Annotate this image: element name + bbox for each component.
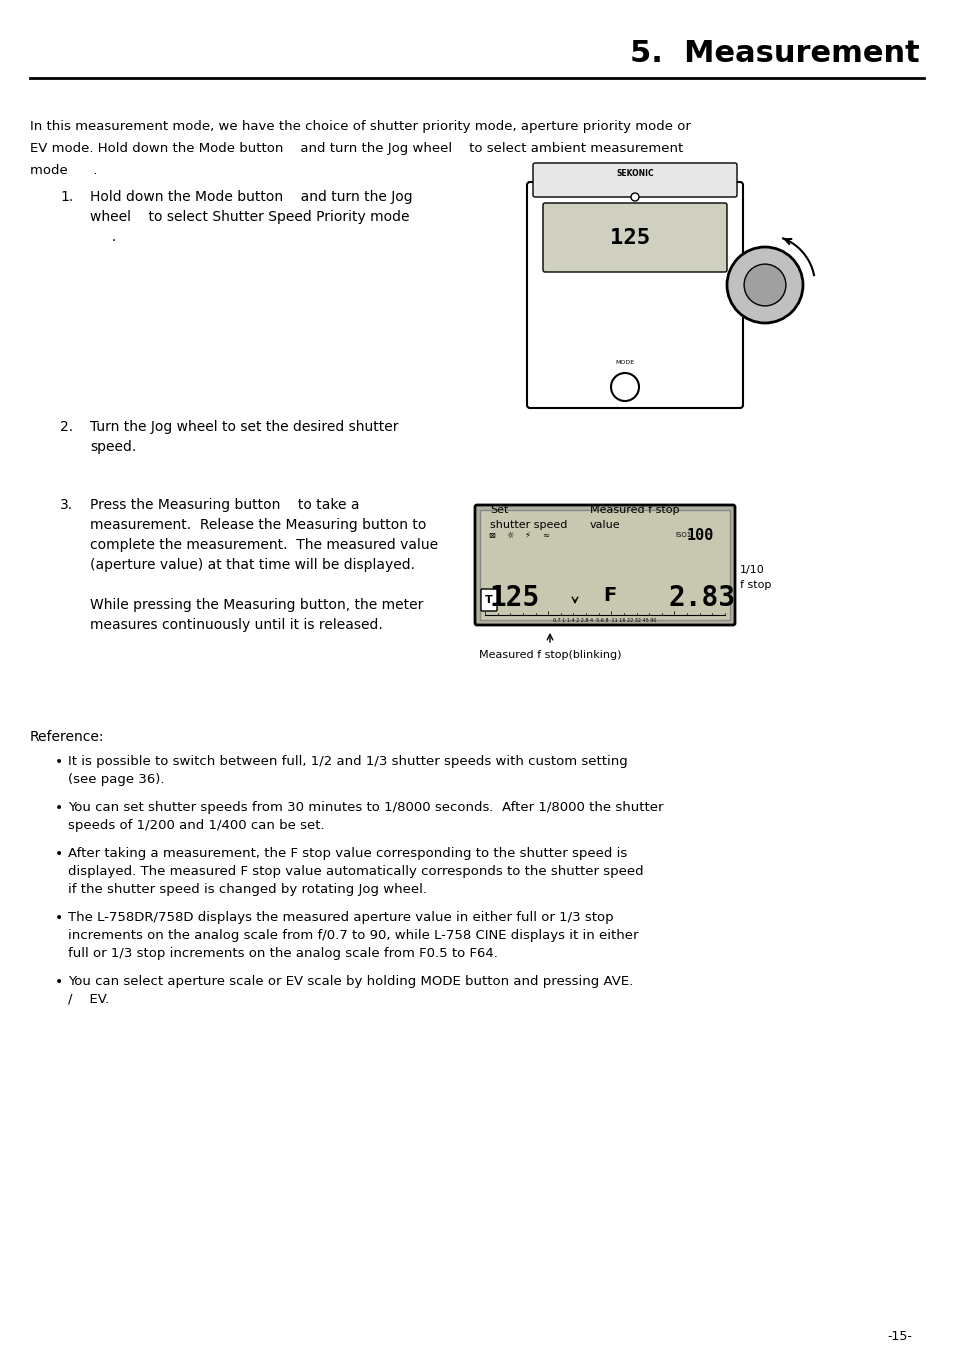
- Text: ISO1: ISO1: [675, 532, 691, 537]
- Text: SEKONIC: SEKONIC: [616, 168, 653, 178]
- Text: •: •: [55, 847, 63, 860]
- Text: The L-758DR/758D displays the measured aperture value in either full or 1/3 stop: The L-758DR/758D displays the measured a…: [68, 911, 613, 924]
- Text: MODE: MODE: [615, 360, 634, 365]
- Text: Set: Set: [490, 505, 508, 516]
- Text: wheel    to select Shutter Speed Priority mode: wheel to select Shutter Speed Priority m…: [90, 210, 409, 224]
- Text: if the shutter speed is changed by rotating Jog wheel.: if the shutter speed is changed by rotat…: [68, 883, 427, 896]
- Text: 1.: 1.: [60, 190, 73, 204]
- Text: Measured f stop: Measured f stop: [589, 505, 679, 516]
- Text: EV mode. Hold down the Mode button    and turn the Jog wheel    to select ambien: EV mode. Hold down the Mode button and t…: [30, 142, 682, 155]
- Text: While pressing the Measuring button, the meter: While pressing the Measuring button, the…: [90, 598, 423, 612]
- Circle shape: [610, 373, 639, 402]
- Text: (see page 36).: (see page 36).: [68, 773, 164, 786]
- Text: In this measurement mode, we have the choice of shutter priority mode, aperture : In this measurement mode, we have the ch…: [30, 119, 690, 133]
- Circle shape: [743, 265, 785, 305]
- Text: complete the measurement.  The measured value: complete the measurement. The measured v…: [90, 537, 437, 552]
- Circle shape: [726, 247, 802, 323]
- Text: You can select aperture scale or EV scale by holding MODE button and pressing AV: You can select aperture scale or EV scal…: [68, 974, 633, 988]
- Text: full or 1/3 stop increments on the analog scale from F0.5 to F64.: full or 1/3 stop increments on the analo…: [68, 947, 497, 959]
- Text: increments on the analog scale from f/0.7 to 90, while L-758 CINE displays it in: increments on the analog scale from f/0.…: [68, 930, 638, 942]
- Text: ☼: ☼: [505, 531, 513, 540]
- Text: •: •: [55, 754, 63, 769]
- Text: 5.  Measurement: 5. Measurement: [630, 39, 919, 68]
- Text: shutter speed: shutter speed: [490, 520, 567, 531]
- Text: 125: 125: [489, 584, 539, 612]
- Text: 2.: 2.: [60, 421, 73, 434]
- Text: measurement.  Release the Measuring button to: measurement. Release the Measuring butto…: [90, 518, 426, 532]
- Text: You can set shutter speeds from 30 minutes to 1/8000 seconds.  After 1/8000 the : You can set shutter speeds from 30 minut…: [68, 801, 662, 814]
- FancyBboxPatch shape: [533, 163, 737, 197]
- Text: speeds of 1/200 and 1/400 can be set.: speeds of 1/200 and 1/400 can be set.: [68, 820, 324, 832]
- FancyBboxPatch shape: [480, 589, 497, 611]
- Text: F: F: [602, 585, 616, 604]
- Text: .: .: [90, 229, 116, 244]
- Text: •: •: [55, 911, 63, 925]
- Text: f stop: f stop: [740, 579, 771, 590]
- Text: speed.: speed.: [90, 440, 136, 455]
- Text: Press the Measuring button    to take a: Press the Measuring button to take a: [90, 498, 359, 512]
- Text: 125: 125: [609, 228, 649, 247]
- Text: 2.83: 2.83: [668, 584, 735, 612]
- Text: /    EV.: / EV.: [68, 993, 110, 1006]
- Text: ⚡: ⚡: [523, 531, 529, 540]
- Text: Reference:: Reference:: [30, 730, 105, 744]
- Text: 0.7 1 1.4 2 2.8 4  5.6 8  11 16 22 32 45 90: 0.7 1 1.4 2 2.8 4 5.6 8 11 16 22 32 45 9…: [553, 617, 656, 623]
- Bar: [479, 510, 729, 620]
- Circle shape: [630, 193, 639, 201]
- FancyBboxPatch shape: [542, 204, 726, 271]
- Text: mode      .: mode .: [30, 164, 97, 176]
- Text: value: value: [589, 520, 620, 531]
- Text: displayed. The measured F stop value automatically corresponds to the shutter sp: displayed. The measured F stop value aut…: [68, 864, 643, 878]
- FancyBboxPatch shape: [526, 182, 742, 408]
- Text: 3.: 3.: [60, 498, 73, 512]
- Text: T: T: [485, 594, 493, 605]
- FancyBboxPatch shape: [475, 505, 734, 626]
- Text: 100: 100: [685, 528, 713, 543]
- Text: ≈: ≈: [541, 531, 548, 540]
- Text: •: •: [55, 974, 63, 989]
- Text: measures continuously until it is released.: measures continuously until it is releas…: [90, 617, 382, 632]
- Text: (aperture value) at that time will be displayed.: (aperture value) at that time will be di…: [90, 558, 415, 573]
- Text: Hold down the Mode button    and turn the Jog: Hold down the Mode button and turn the J…: [90, 190, 413, 204]
- Text: Turn the Jog wheel to set the desired shutter: Turn the Jog wheel to set the desired sh…: [90, 421, 398, 434]
- Text: Measured f stop(blinking): Measured f stop(blinking): [478, 650, 620, 660]
- Text: After taking a measurement, the F stop value corresponding to the shutter speed : After taking a measurement, the F stop v…: [68, 847, 626, 860]
- Text: It is possible to switch between full, 1/2 and 1/3 shutter speeds with custom se: It is possible to switch between full, 1…: [68, 754, 627, 768]
- Text: 1/10: 1/10: [740, 565, 764, 575]
- Text: ⊠: ⊠: [488, 531, 495, 540]
- Text: -15-: -15-: [886, 1330, 911, 1343]
- Text: •: •: [55, 801, 63, 816]
